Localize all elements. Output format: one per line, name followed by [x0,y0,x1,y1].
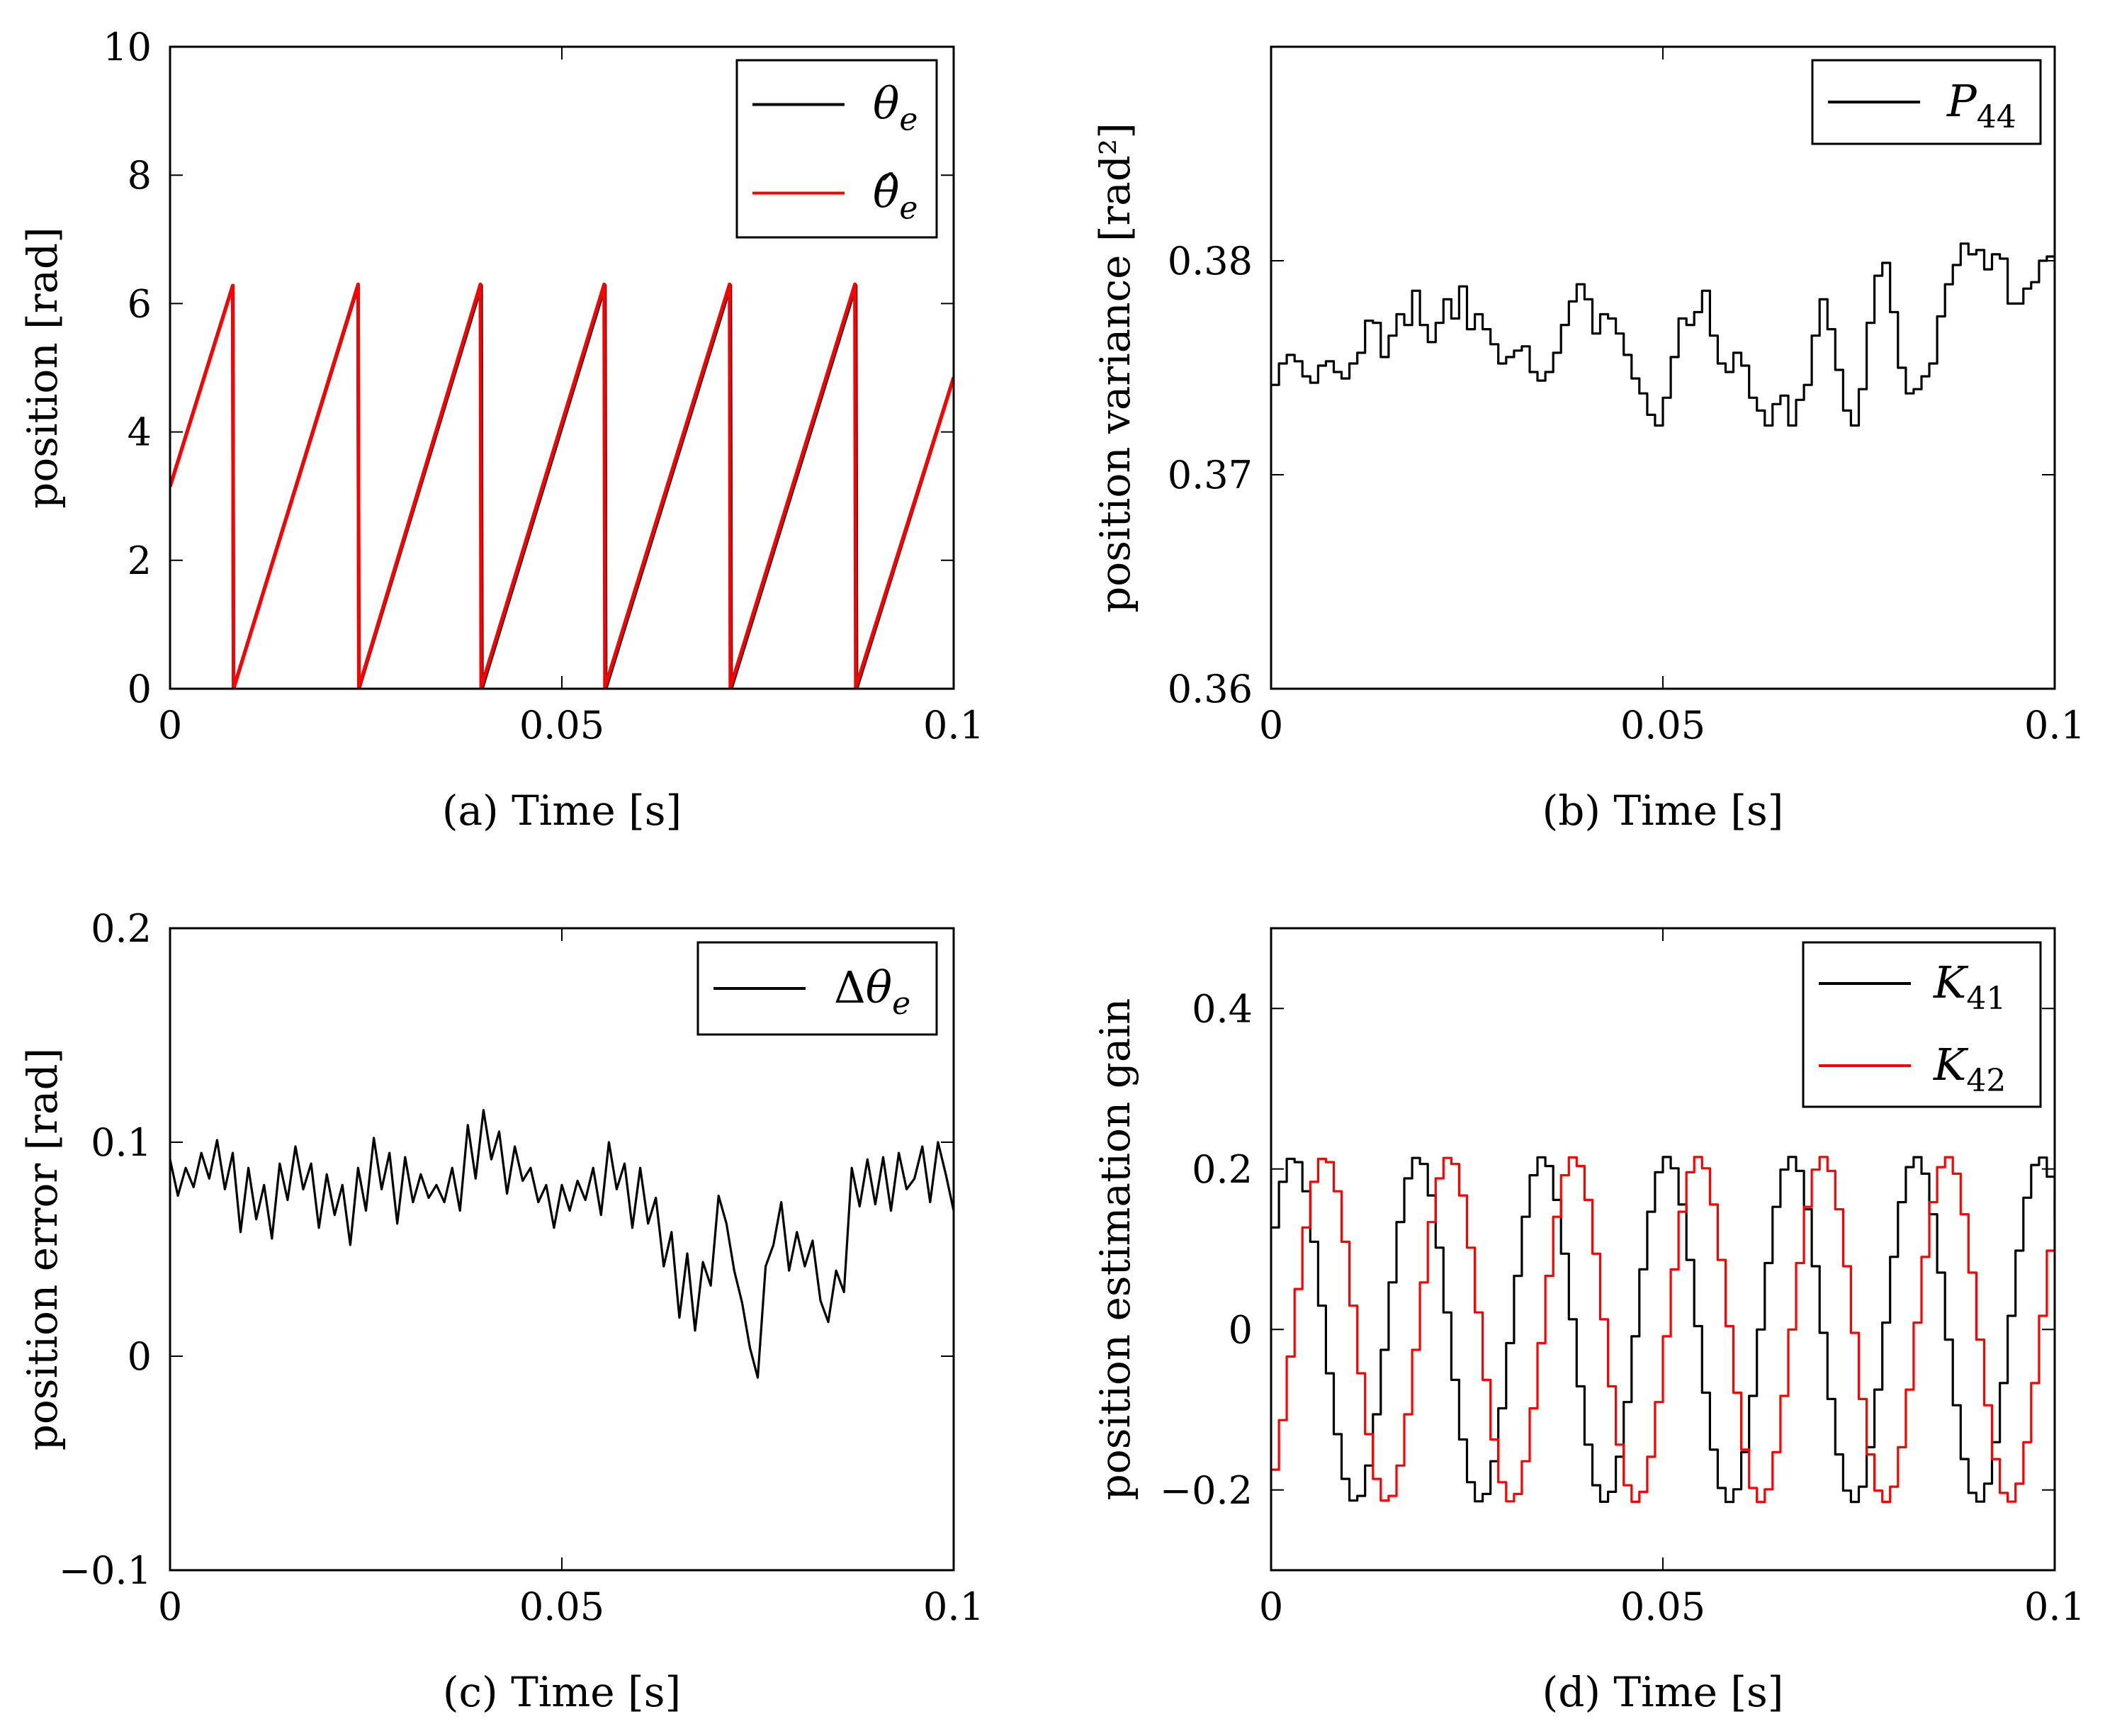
y-tick-label: 6 [128,281,152,326]
series-line-c-1 [170,1109,954,1379]
y-tick-label: 10 [103,25,152,69]
y-tick-label: 2 [128,539,152,583]
y-tick-label: 0 [1229,1307,1253,1352]
x-tick-label: 0.05 [1620,1584,1705,1629]
legend-label-2: K42 [1933,1039,2006,1099]
y-tick-label: 0 [128,667,152,711]
series-group [170,1109,954,1379]
legend-label-2: θ̂e [873,167,918,227]
y-tick-label: 0.38 [1168,239,1253,283]
y-axis-label: position error [rad] [18,1048,67,1450]
y-tick-label: 0 [128,1334,152,1379]
x-axis-label: (b) Time [s] [1542,787,1784,835]
x-tick-label: 0 [1259,1584,1283,1629]
series-line-b-1 [1271,242,2055,427]
panel-b: 0 0.05 0.1 0.36 0.37 0.38 (b) Time [s] position… [1091,45,2085,835]
y-axis-label: position estimation gain [1091,998,1139,1501]
y-tick-label: 0.37 [1168,453,1253,497]
panel-d: 0 0.05 0.1 −0.2 0 0.2 0.4 (d) Time [s] position … [1091,927,2085,1716]
y-tick-label: 0.2 [1192,1147,1253,1192]
legend: P44 [1811,59,2042,145]
x-tick-label: 0.1 [923,1584,984,1629]
y-tick-label: −0.1 [59,1548,152,1593]
x-axis-label: (a) Time [s] [442,787,682,835]
legend: Δθe [696,941,938,1036]
x-tick-label: 0.1 [923,703,984,748]
panel-a: 0 0.05 0.1 0 2 4 6 8 10 (a) Time [s] position [rad… [18,25,984,835]
series-line-d-2 [1271,1156,2055,1504]
x-tick-label: 0 [158,1584,182,1629]
panel-c: 0 0.05 0.1−0.100.10.2(c) Time [s]position … [18,906,984,1716]
x-tick-label: 0.1 [2024,703,2085,748]
series-line-a-2 [170,282,954,689]
series-group [1271,242,2055,427]
legend-label-1: K41 [1933,957,2006,1017]
x-tick-label: 0.05 [519,1584,604,1629]
series-line-d-1 [1271,1156,2055,1504]
x-tick-label: 0.1 [2024,1584,2085,1629]
x-tick-label: 0.05 [1620,703,1705,748]
y-tick-label: 4 [128,410,152,455]
y-tick-label: 0.2 [91,906,152,951]
y-tick-label: −0.2 [1160,1468,1253,1513]
legend-label-1: Δθe [834,962,910,1022]
x-tick-label: 0 [1259,703,1283,748]
x-axis-label: (c) Time [s] [443,1668,681,1716]
legend: θe θ̂e [735,59,938,239]
x-tick-label: 0 [158,703,182,748]
series-group [170,282,954,689]
x-axis-label: (d) Time [s] [1542,1668,1784,1716]
y-tick-label: 8 [128,153,152,198]
legend-box [735,59,938,239]
y-tick-label: 0.4 [1192,986,1253,1031]
legend-box [1802,941,2042,1108]
legend-label-1: P44 [1946,75,2016,135]
y-axis-label: position variance [rad²] [1091,123,1139,613]
y-tick-label: 0.1 [91,1120,152,1165]
legend-label-1: θe [873,78,918,138]
series-group [1271,1156,2055,1504]
x-tick-label: 0.05 [519,703,604,748]
y-tick-label: 0.36 [1168,667,1253,711]
y-axis-label: position [rad] [18,227,67,509]
